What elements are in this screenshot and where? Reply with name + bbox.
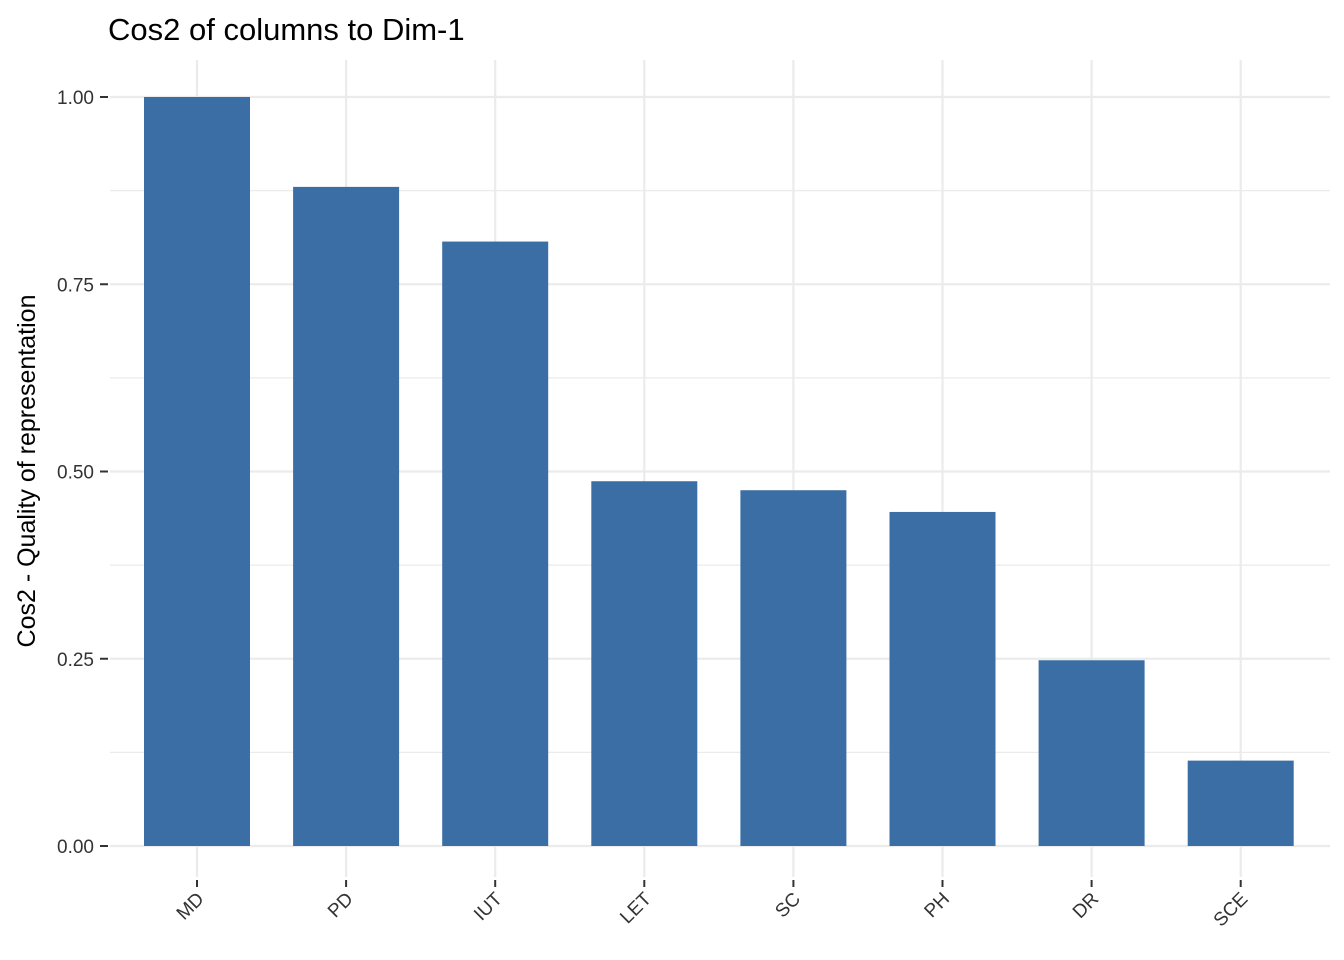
y-tick-label: 0.50: [57, 463, 94, 484]
bars: [144, 97, 1294, 846]
x-tick-label: SC: [771, 889, 805, 923]
x-tick-label: SCE: [1210, 889, 1252, 931]
bar-let: [591, 481, 698, 846]
x-tick-label: PH: [921, 889, 955, 923]
y-tick-label: 0.00: [57, 837, 94, 858]
y-tick-label: 0.25: [57, 650, 94, 671]
bar-ph: [889, 511, 996, 846]
x-tick-label: LET: [616, 888, 656, 928]
x-tick-label: IUT: [470, 888, 507, 925]
bar-md: [144, 97, 250, 846]
bar-iut: [442, 241, 549, 846]
grid: [110, 60, 1330, 877]
y-tick-label: 0.75: [57, 275, 94, 296]
y-axis-label: Cos2 - Quality of representation: [13, 295, 41, 648]
x-axis: MD PD IUT LET SC PH DR SCE: [173, 880, 1252, 931]
bar-sce: [1187, 760, 1294, 846]
x-tick-label: MD: [173, 889, 209, 925]
x-tick-label: PD: [324, 889, 358, 923]
bar-sc: [740, 490, 847, 846]
y-axis: 0.00 0.25 0.50 0.75 1.00: [57, 88, 108, 858]
y-tick-label: 1.00: [57, 88, 94, 109]
chart-title: Cos2 of columns to Dim-1: [108, 12, 465, 47]
x-tick-label: DR: [1069, 889, 1103, 923]
bar-pd: [293, 186, 400, 846]
bar-dr: [1038, 660, 1145, 846]
